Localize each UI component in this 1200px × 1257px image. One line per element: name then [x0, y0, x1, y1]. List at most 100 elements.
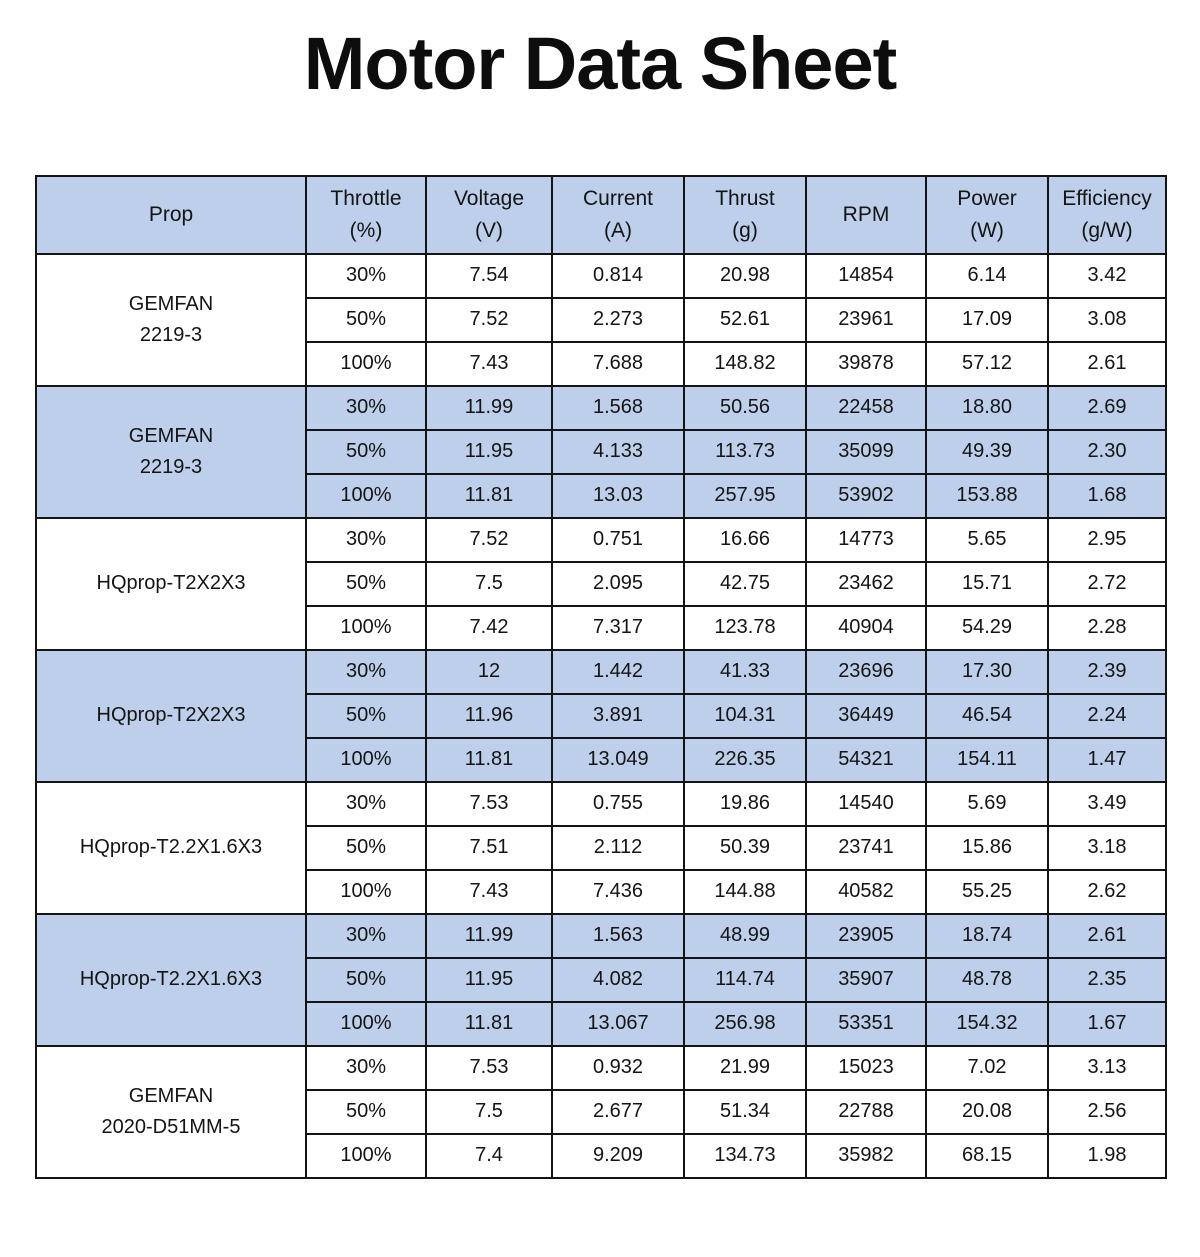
data-cell: 7.52 [425, 296, 553, 343]
column-header-power: Power (W) [925, 174, 1049, 255]
data-cell: 49.39 [925, 428, 1049, 475]
prop-name-line: 2219-3 [139, 323, 203, 346]
throttle-cell: 30% [305, 648, 427, 695]
data-cell: 257.95 [683, 472, 807, 519]
data-cell: 7.52 [425, 516, 553, 563]
prop-cell: GEMFAN 2219-3 [35, 384, 307, 519]
throttle-cell: 50% [305, 1088, 427, 1135]
table-body: GEMFAN 2219-3 30% 7.54 0.814 20.98 14854 6.14 3.… [35, 252, 1167, 1179]
data-cell: 1.563 [551, 912, 685, 959]
prop-cell: HQprop-T2X2X3 [35, 516, 307, 651]
table-row: 100% 11.81 13.049 226.35 54321 154.11 1.47 [36, 736, 1167, 783]
data-cell: 7.5 [425, 1088, 553, 1135]
data-cell: 7.54 [425, 252, 553, 299]
data-cell: 42.75 [683, 560, 807, 607]
prop-name-line: GEMFAN [128, 424, 214, 447]
data-cell: 2.095 [551, 560, 685, 607]
data-cell: 53902 [805, 472, 927, 519]
data-cell: 2.24 [1047, 692, 1167, 739]
data-cell: 1.98 [1047, 1132, 1167, 1179]
data-cell: 48.78 [925, 956, 1049, 1003]
table-row: 50% 11.95 4.082 114.74 35907 48.78 2.35 [36, 956, 1167, 1003]
column-header-rpm: RPM [805, 174, 927, 255]
data-cell: 104.31 [683, 692, 807, 739]
throttle-cell: 30% [305, 1044, 427, 1091]
prop-name-line: GEMFAN [128, 1084, 214, 1107]
data-cell: 2.69 [1047, 384, 1167, 431]
data-cell: 3.13 [1047, 1044, 1167, 1091]
prop-name-line: 2219-3 [139, 455, 203, 478]
throttle-cell: 100% [305, 736, 427, 783]
data-cell: 15.86 [925, 824, 1049, 871]
column-label: Efficiency [1062, 187, 1152, 211]
data-cell: 50.39 [683, 824, 807, 871]
column-unit: (W) [970, 218, 1004, 242]
data-cell: 2.273 [551, 296, 685, 343]
throttle-cell: 50% [305, 296, 427, 343]
data-cell: 13.067 [551, 1000, 685, 1047]
throttle-cell: 30% [305, 780, 427, 827]
data-cell: 1.47 [1047, 736, 1167, 783]
column-header-throttle: Throttle (%) [305, 174, 427, 255]
data-cell: 2.39 [1047, 648, 1167, 695]
data-cell: 2.30 [1047, 428, 1167, 475]
data-cell: 226.35 [683, 736, 807, 783]
data-cell: 11.81 [425, 472, 553, 519]
column-label: Thrust [715, 187, 775, 211]
motor-data-table: Prop Throttle (%) Voltage (V) Current (A) Thrus… [35, 174, 1167, 1179]
prop-name-line: GEMFAN [128, 292, 214, 315]
table-row: 50% 7.51 2.112 50.39 23741 15.86 3.18 [36, 824, 1167, 871]
throttle-cell: 100% [305, 340, 427, 387]
data-cell: 11.81 [425, 1000, 553, 1047]
data-cell: 22788 [805, 1088, 927, 1135]
data-cell: 7.317 [551, 604, 685, 651]
column-header-voltage: Voltage (V) [425, 174, 553, 255]
throttle-cell: 100% [305, 1132, 427, 1179]
table-row: 100% 7.43 7.688 148.82 39878 57.12 2.61 [36, 340, 1167, 387]
column-label: Throttle [330, 187, 402, 211]
prop-cell: HQprop-T2.2X1.6X3 [35, 912, 307, 1047]
prop-name-line: HQprop-T2X2X3 [96, 572, 246, 595]
prop-cell: HQprop-T2X2X3 [35, 648, 307, 783]
data-cell: 14773 [805, 516, 927, 563]
column-header-thrust: Thrust (g) [683, 174, 807, 255]
column-unit: (g) [732, 218, 758, 242]
table-row: 100% 7.42 7.317 123.78 40904 54.29 2.28 [36, 604, 1167, 651]
data-cell: 9.209 [551, 1132, 685, 1179]
data-cell: 36449 [805, 692, 927, 739]
data-cell: 48.99 [683, 912, 807, 959]
column-header-current: Current (A) [551, 174, 685, 255]
data-cell: 0.932 [551, 1044, 685, 1091]
data-cell: 144.88 [683, 868, 807, 915]
data-cell: 14540 [805, 780, 927, 827]
table-row: 50% 11.95 4.133 113.73 35099 49.39 2.30 [36, 428, 1167, 475]
table-row: 50% 7.5 2.095 42.75 23462 15.71 2.72 [36, 560, 1167, 607]
data-cell: 7.43 [425, 868, 553, 915]
data-cell: 7.02 [925, 1044, 1049, 1091]
throttle-cell: 50% [305, 824, 427, 871]
data-cell: 113.73 [683, 428, 807, 475]
data-cell: 40582 [805, 868, 927, 915]
data-cell: 23741 [805, 824, 927, 871]
data-cell: 40904 [805, 604, 927, 651]
header-row: Prop Throttle (%) Voltage (V) Current (A) Thrus… [35, 174, 1167, 255]
data-cell: 3.42 [1047, 252, 1167, 299]
data-cell: 20.98 [683, 252, 807, 299]
prop-cell: GEMFAN 2219-3 [35, 252, 307, 387]
data-cell: 15.71 [925, 560, 1049, 607]
data-cell: 2.95 [1047, 516, 1167, 563]
data-cell: 7.5 [425, 560, 553, 607]
data-cell: 1.442 [551, 648, 685, 695]
data-cell: 35907 [805, 956, 927, 1003]
data-cell: 256.98 [683, 1000, 807, 1047]
data-cell: 21.99 [683, 1044, 807, 1091]
data-cell: 0.755 [551, 780, 685, 827]
data-cell: 13.049 [551, 736, 685, 783]
column-header-prop: Prop [35, 174, 307, 255]
data-cell: 68.15 [925, 1132, 1049, 1179]
data-cell: 11.96 [425, 692, 553, 739]
data-cell: 50.56 [683, 384, 807, 431]
data-cell: 6.14 [925, 252, 1049, 299]
data-cell: 11.81 [425, 736, 553, 783]
table-row: GEMFAN 2219-3 30% 7.54 0.814 20.98 14854 6.14 3.… [35, 252, 1167, 387]
